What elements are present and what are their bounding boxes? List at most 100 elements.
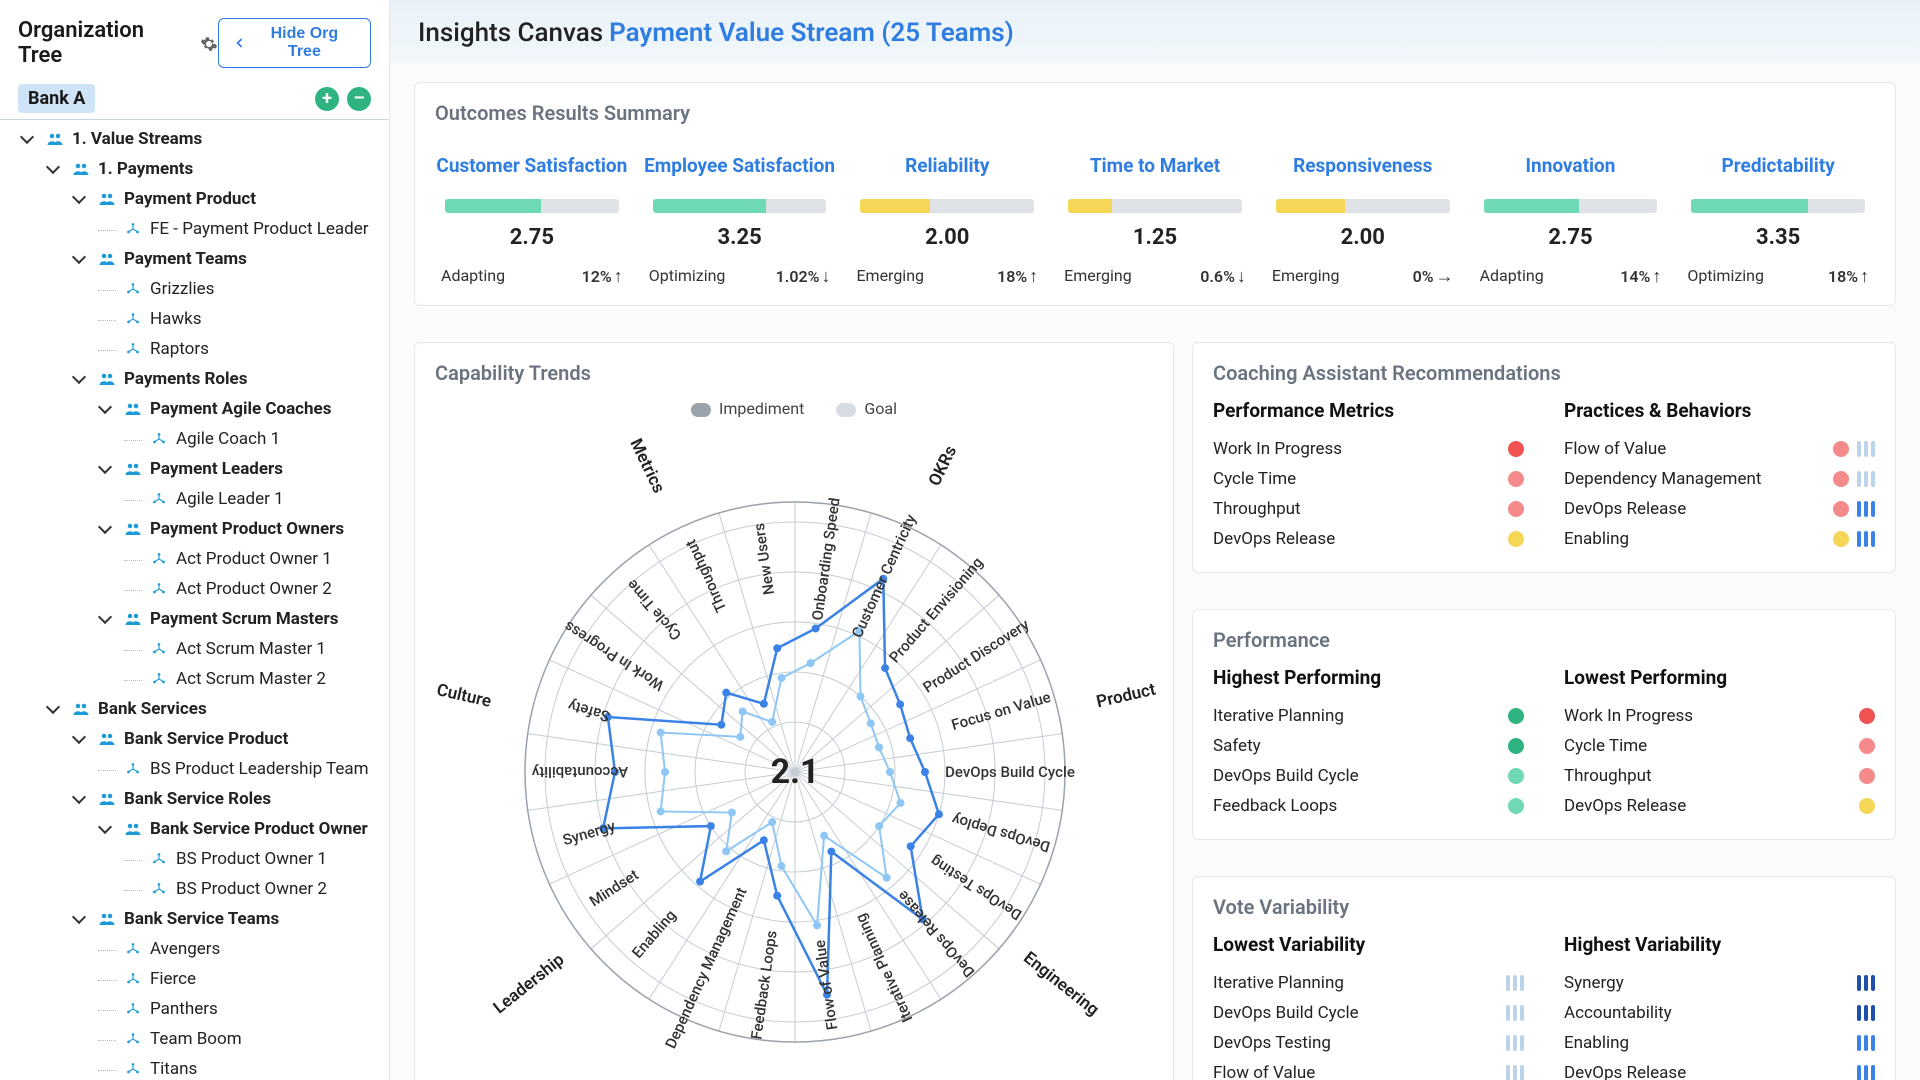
tree-node[interactable]: 1. Value Streams [18,126,389,156]
metric-row[interactable]: Work In Progress [1213,434,1524,464]
tree-node[interactable]: Raptors [18,336,389,366]
outcome-delta: 12% ↑ [582,266,623,287]
tree-node[interactable]: Act Product Owner 2 [18,576,389,606]
status-dot-icon [1859,798,1875,814]
tree-node[interactable]: Panthers [18,996,389,1026]
outcome-card[interactable]: Customer Satisfaction 2.75 Adapting 12% … [435,139,629,287]
outcome-card[interactable]: Time to Market 1.25 Emerging 0.6% ↓ [1058,139,1252,287]
tree-node[interactable]: Payment Teams [18,246,389,276]
metric-row[interactable]: Iterative Planning [1213,968,1524,998]
metric-row[interactable]: DevOps Build Cycle [1213,998,1524,1028]
tree-node[interactable]: Act Scrum Master 1 [18,636,389,666]
hide-org-tree-button[interactable]: Hide Org Tree [218,18,371,68]
outcome-bar [1068,199,1242,213]
outcome-name: Time to Market [1058,139,1252,191]
tree-node[interactable]: Bank Service Product Owner [18,816,389,846]
tree-node[interactable]: BS Product Leadership Team [18,756,389,786]
metric-row[interactable]: DevOps Release [1564,494,1875,524]
tree-node[interactable]: BS Product Owner 1 [18,846,389,876]
tree-node[interactable]: Grizzlies [18,276,389,306]
capability-panel: Capability Trends ImpedimentGoal Onboard… [414,342,1174,1080]
column-heading: Lowest Variability [1213,933,1524,956]
tree-node[interactable]: FE - Payment Product Leader [18,216,389,246]
metric-row[interactable]: Iterative Planning [1213,701,1524,731]
tree-node[interactable]: 1. Payments [18,156,389,186]
metric-row[interactable]: DevOps Release [1213,524,1524,554]
outcome-name: Reliability [850,139,1044,191]
variability-panel: Vote Variability Lowest VariabilityItera… [1192,876,1896,1080]
radar-legend: ImpedimentGoal [435,399,1153,418]
column-heading: Highest Variability [1564,933,1875,956]
tree-node[interactable]: Agile Coach 1 [18,426,389,456]
metric-row[interactable]: Throughput [1564,761,1875,791]
metric-row[interactable]: Cycle Time [1213,464,1524,494]
metric-row[interactable]: DevOps Release [1564,1058,1875,1080]
users-icon [124,610,142,628]
team-icon [150,850,168,868]
metric-row[interactable]: Flow of Value [1213,1058,1524,1080]
metric-row[interactable]: Enabling [1564,524,1875,554]
outcome-card[interactable]: Predictability 3.35 Optimizing 18% ↑ [1681,139,1875,287]
team-icon [124,1000,142,1018]
outcome-card[interactable]: Responsiveness 2.00 Emerging 0% → [1266,139,1460,287]
outcomes-panel: Outcomes Results Summary Customer Satisf… [414,82,1896,306]
gear-icon[interactable] [200,34,218,52]
tree-node[interactable]: Payment Scrum Masters [18,606,389,636]
outcome-bar [1484,199,1658,213]
add-node-button[interactable]: + [315,87,339,111]
variability-bars-icon [1857,531,1875,547]
legend-item: Impediment [691,399,804,418]
remove-node-button[interactable]: – [347,87,371,111]
metric-row[interactable]: Cycle Time [1564,731,1875,761]
tree-node[interactable]: Fierce [18,966,389,996]
tree-node[interactable]: Payments Roles [18,366,389,396]
metric-column: Lowest VariabilityIterative PlanningDevO… [1213,933,1524,1080]
tree-node[interactable]: Act Product Owner 1 [18,546,389,576]
tree-node[interactable]: Bank Service Product [18,726,389,756]
outcome-card[interactable]: Reliability 2.00 Emerging 18% ↑ [850,139,1044,287]
metric-row[interactable]: DevOps Build Cycle [1213,761,1524,791]
outcome-stage: Emerging [1064,266,1132,287]
metric-row[interactable]: DevOps Testing [1213,1028,1524,1058]
tree-node[interactable]: Agile Leader 1 [18,486,389,516]
tree-node[interactable]: Act Scrum Master 2 [18,666,389,696]
tree-node[interactable]: Hawks [18,306,389,336]
team-icon [150,580,168,598]
outcome-card[interactable]: Employee Satisfaction 3.25 Optimizing 1.… [643,139,837,287]
variability-bars-icon [1857,1035,1875,1051]
metric-row[interactable]: Flow of Value [1564,434,1875,464]
tree-node[interactable]: Bank Service Roles [18,786,389,816]
variability-bars-icon [1857,501,1875,517]
org-tree: 1. Value Streams1. PaymentsPayment Produ… [0,120,389,1080]
org-root[interactable]: Bank A [18,84,95,113]
tree-node[interactable]: Titans [18,1056,389,1080]
metric-row[interactable]: Work In Progress [1564,701,1875,731]
team-icon [150,430,168,448]
metric-row[interactable]: Dependency Management [1564,464,1875,494]
tree-node[interactable]: Payment Product Owners [18,516,389,546]
tree-node[interactable]: Payment Product [18,186,389,216]
variability-bars-icon [1506,1065,1524,1080]
tree-node[interactable]: Team Boom [18,1026,389,1056]
metric-row[interactable]: Feedback Loops [1213,791,1524,821]
metric-row[interactable]: Enabling [1564,1028,1875,1058]
outcomes-title: Outcomes Results Summary [435,101,1875,125]
tree-node[interactable]: Payment Leaders [18,456,389,486]
tree-node[interactable]: BS Product Owner 2 [18,876,389,906]
metric-row[interactable]: Throughput [1213,494,1524,524]
tree-node[interactable]: Avengers [18,936,389,966]
team-icon [124,760,142,778]
users-icon [124,400,142,418]
status-dot-icon [1859,738,1875,754]
tree-node[interactable]: Bank Service Teams [18,906,389,936]
outcome-card[interactable]: Innovation 2.75 Adapting 14% ↑ [1474,139,1668,287]
status-dot-icon [1833,501,1849,517]
status-dot-icon [1859,768,1875,784]
metric-row[interactable]: Accountability [1564,998,1875,1028]
tree-node[interactable]: Payment Agile Coaches [18,396,389,426]
metric-row[interactable]: Safety [1213,731,1524,761]
metric-row[interactable]: DevOps Release [1564,791,1875,821]
metric-row[interactable]: Synergy [1564,968,1875,998]
outcome-stage: Emerging [856,266,924,287]
tree-node[interactable]: Bank Services [18,696,389,726]
